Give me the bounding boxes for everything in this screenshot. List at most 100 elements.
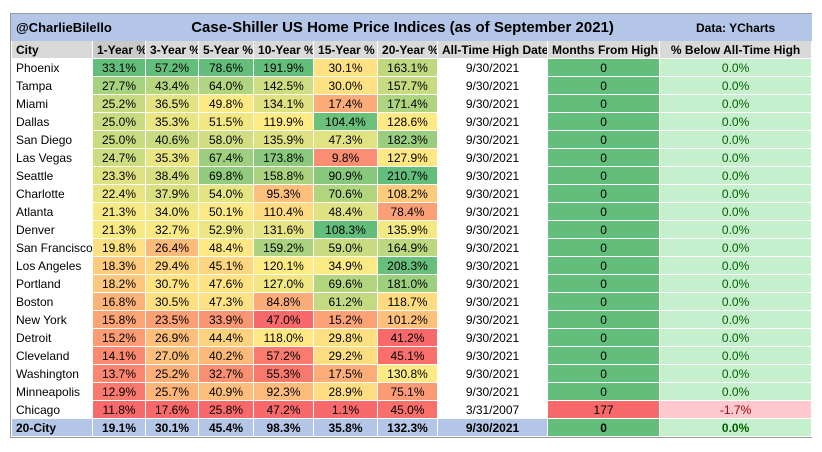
city-cell: Miami [11,94,93,113]
change-cell: 64.0% [198,76,255,95]
change-cell: 29.4% [145,256,200,275]
below-high-cell: 0.0% [659,310,813,329]
change-cell: 19.8% [91,238,147,257]
change-cell: 33.1% [91,58,147,77]
change-cell: 48.4% [313,202,379,221]
ath-date-cell: 9/30/2021 [437,184,549,203]
change-cell: 75.1% [377,382,439,401]
ath-date-cell: 9/30/2021 [437,166,549,185]
ath-date-cell: 3/31/2007 [437,400,549,419]
change-cell: 36.5% [145,94,200,113]
city-cell: Las Vegas [11,148,93,167]
below-high-cell: 0.0% [659,238,813,257]
city-cell: Chicago [11,400,93,419]
table-title: Case-Shiller US Home Price Indices (as o… [145,14,661,41]
table-row: Minneapolis 12.9% 25.7% 40.9% 92.3% 28.9% 75.1… [11,382,813,401]
change-cell: 22.4% [91,184,147,203]
table-row: Cleveland 14.1% 27.0% 40.2% 57.2% 29.2% 45.1% 9… [11,346,813,365]
change-cell: 104.4% [313,112,379,131]
change-cell: 30.1% [145,418,200,437]
months-from-high-cell: 0 [547,76,661,95]
table-row: Charlotte 22.4% 37.9% 54.0% 95.3% 70.6% 108.2%… [11,184,813,203]
city-cell: New York [11,310,93,329]
below-high-cell: 0.0% [659,130,813,149]
change-cell: 118.0% [253,328,315,347]
column-header-5yr: 5-Year % [198,40,255,59]
ath-date-cell: 9/30/2021 [437,256,549,275]
months-from-high-cell: 0 [547,148,661,167]
change-cell: 47.6% [198,274,255,293]
below-high-cell: 0.0% [659,418,813,437]
ath-date-cell: 9/30/2021 [437,274,549,293]
change-cell: 70.6% [313,184,379,203]
change-cell: 45.1% [377,346,439,365]
change-cell: 164.9% [377,238,439,257]
change-cell: 51.5% [198,112,255,131]
city-cell: Minneapolis [11,382,93,401]
city-cell: Detroit [11,328,93,347]
change-cell: 32.7% [145,220,200,239]
months-from-high-cell: 0 [547,382,661,401]
change-cell: 47.3% [198,292,255,311]
change-cell: 181.0% [377,274,439,293]
change-cell: 40.9% [198,382,255,401]
change-cell: 40.2% [198,346,255,365]
below-high-cell: 0.0% [659,58,813,77]
change-cell: 25.2% [145,364,200,383]
change-cell: 30.7% [145,274,200,293]
change-cell: 17.4% [313,94,379,113]
city-cell: San Francisco [11,238,93,257]
change-cell: 44.4% [198,328,255,347]
ath-date-cell: 9/30/2021 [437,346,549,365]
change-cell: 43.4% [145,76,200,95]
change-cell: 47.3% [313,130,379,149]
below-high-cell: 0.0% [659,382,813,401]
change-cell: 25.0% [91,130,147,149]
months-from-high-cell: 0 [547,238,661,257]
change-cell: 38.4% [145,166,200,185]
change-cell: 12.9% [91,382,147,401]
city-cell: Denver [11,220,93,239]
ath-date-cell: 9/30/2021 [437,238,549,257]
change-cell: 14.1% [91,346,147,365]
months-from-high-cell: 0 [547,94,661,113]
change-cell: 18.3% [91,256,147,275]
change-cell: 47.0% [253,310,315,329]
change-cell: 21.3% [91,220,147,239]
ath-date-cell: 9/30/2021 [437,112,549,131]
ath-date-cell: 9/30/2021 [437,130,549,149]
change-cell: 142.5% [253,76,315,95]
change-cell: 57.2% [145,58,200,77]
below-high-cell: 0.0% [659,76,813,95]
below-high-cell: -1.7% [659,400,813,419]
table-row: Seattle 23.3% 38.4% 69.8% 158.8% 90.9% 210.7% 9… [11,166,813,185]
column-header-below: % Below All-Time High [659,40,813,59]
ath-date-cell: 9/30/2021 [437,418,549,437]
total-row: 20-City 19.1% 30.1% 45.4% 98.3% 35.8% 132.3% 9/… [11,418,813,437]
change-cell: 26.9% [145,328,200,347]
city-cell: Dallas [11,112,93,131]
change-cell: 33.9% [198,310,255,329]
below-high-cell: 0.0% [659,328,813,347]
column-header-20yr: 20-Year % [377,40,439,59]
change-cell: 29.8% [313,328,379,347]
table-row: San Francisco 19.8% 26.4% 48.4% 159.2% 59.0% 1… [11,238,813,257]
ath-date-cell: 9/30/2021 [437,382,549,401]
months-from-high-cell: 0 [547,274,661,293]
column-header-15yr: 15-Year % [313,40,379,59]
below-high-cell: 0.0% [659,220,813,239]
ath-date-cell: 9/30/2021 [437,94,549,113]
author-handle: @CharlieBilello [10,14,147,41]
change-cell: 32.7% [198,364,255,383]
change-cell: 119.9% [253,112,315,131]
title-row: @CharlieBilello Case-Shiller US Home Pri… [10,14,813,41]
table-row: Los Angeles 18.3% 29.4% 45.1% 120.1% 34.9% 208… [11,256,813,275]
change-cell: 208.3% [377,256,439,275]
change-cell: 25.2% [91,94,147,113]
city-cell: Portland [11,274,93,293]
city-cell: Washington [11,364,93,383]
change-cell: 134.1% [253,94,315,113]
months-from-high-cell: 0 [547,112,661,131]
change-cell: 23.3% [91,166,147,185]
change-cell: 61.2% [313,292,379,311]
